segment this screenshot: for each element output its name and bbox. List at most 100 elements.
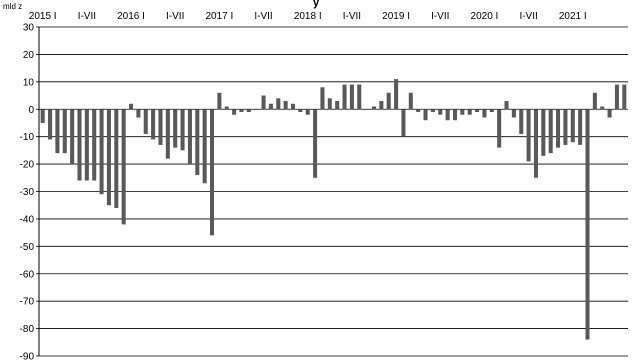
bar [408, 92, 413, 110]
bar [614, 84, 619, 110]
bar [209, 109, 215, 236]
y-tick-label: -60 [20, 269, 35, 280]
bar [556, 109, 561, 148]
bar [585, 109, 590, 340]
x-tick-label: I-VII [431, 11, 449, 22]
bar [268, 103, 273, 110]
bar [335, 101, 340, 110]
bar [106, 109, 111, 206]
bar [165, 109, 170, 159]
bar [497, 109, 502, 148]
bar [607, 109, 612, 118]
bar [187, 109, 192, 165]
bar [143, 109, 148, 134]
bar [180, 109, 185, 151]
bar [467, 109, 472, 115]
bar [298, 109, 303, 112]
x-axis-ticks: 2015 I I-VII 2016 I I-VII 2017 I I-VII 2018 I I… [29, 11, 587, 22]
y-tick-label: 20 [23, 50, 35, 61]
bar [121, 109, 126, 225]
bar [217, 92, 222, 110]
x-tick-label: I-VII [519, 11, 537, 22]
bar [40, 109, 45, 123]
bar [430, 109, 435, 112]
bars [40, 79, 627, 340]
bar [622, 84, 627, 110]
bar [239, 109, 244, 112]
bar [158, 109, 163, 145]
bar [246, 109, 251, 112]
y-tick-label: -80 [20, 324, 35, 335]
y-tick-label: -50 [20, 242, 35, 253]
bar [526, 109, 531, 162]
x-tick-label: 2016 I [117, 11, 145, 22]
bar [578, 109, 583, 145]
bar [570, 109, 575, 143]
x-tick-label: I-VII [343, 11, 361, 22]
bar [379, 101, 384, 110]
bar [276, 98, 281, 110]
y-tick-label: 10 [23, 77, 35, 88]
bar [563, 109, 568, 145]
bar [416, 109, 421, 112]
bar [349, 84, 354, 110]
y-tick-label: 30 [23, 23, 35, 34]
bar [224, 106, 229, 110]
bar [438, 109, 443, 115]
bar [62, 109, 67, 154]
bar [475, 109, 480, 112]
y-tick-label: -20 [20, 160, 35, 171]
bar [452, 109, 458, 121]
y-tick-label: -30 [20, 187, 35, 198]
x-tick-label: 2018 I [294, 11, 322, 22]
bar [202, 109, 207, 184]
bar [327, 98, 332, 110]
bar [533, 109, 538, 178]
bar [519, 109, 524, 134]
bar [290, 103, 296, 110]
corner-label: mld z [3, 2, 22, 11]
y-axis-ticks: 30 20 10 0 -10 -20 -30 -40 -50 -60 -70 -80 -90 [20, 23, 39, 360]
x-tick-label: I-VII [78, 11, 96, 22]
bar [511, 109, 516, 118]
bar [592, 92, 597, 110]
bar [386, 92, 391, 110]
y-tick-label: -70 [20, 297, 35, 308]
bar [261, 95, 266, 110]
bar [460, 109, 465, 115]
bar [342, 84, 347, 110]
bar [600, 106, 605, 110]
bar [541, 109, 546, 156]
bar [320, 87, 325, 110]
gridlines [39, 26, 628, 357]
bar [394, 79, 399, 110]
bar [254, 109, 259, 110]
x-tick-label: 2015 I [29, 11, 57, 22]
bar [55, 109, 60, 154]
x-tick-label: 2019 I [382, 11, 410, 22]
bar [371, 106, 377, 110]
bar [151, 109, 156, 140]
bar [401, 109, 406, 137]
bar [489, 109, 494, 112]
bar [173, 109, 178, 148]
bar [99, 109, 104, 195]
bar [364, 109, 369, 110]
y-tick-label: -40 [20, 214, 35, 225]
bar [114, 109, 119, 208]
x-tick-label: 2020 I [471, 11, 499, 22]
bar [136, 109, 141, 118]
bar [445, 109, 450, 121]
bar [232, 109, 237, 115]
x-tick-label: I-VII [166, 11, 184, 22]
x-tick-label: 2017 I [205, 11, 233, 22]
bar [70, 109, 75, 165]
bar [84, 109, 89, 181]
y-tick-label: -10 [20, 132, 35, 143]
bar [423, 109, 428, 121]
bar [48, 109, 53, 140]
bar [357, 84, 362, 110]
bar [504, 101, 509, 110]
y-tick-label: 0 [28, 105, 34, 116]
